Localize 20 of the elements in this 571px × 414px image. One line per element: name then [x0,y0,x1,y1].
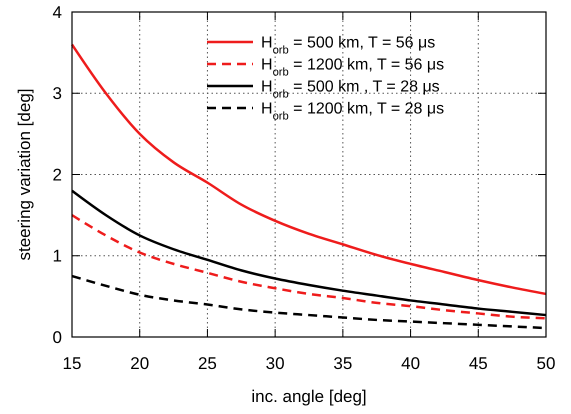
x-tick-label: 35 [333,354,352,373]
y-tick-label: 2 [52,165,62,184]
y-tick-label: 4 [52,2,62,22]
y-axis-title: steering variation [deg] [15,88,34,260]
x-tick-label: 40 [401,354,420,373]
y-tick-label: 0 [52,328,62,347]
legend-label: H$_{orb}$ = 1200 km, T = 56 μs [261,56,444,79]
legend-label: H$_{orb}$ = 500 km, T = 56 μs [261,34,436,57]
x-tick-label: 20 [130,354,150,373]
y-tick-label: 3 [52,84,62,104]
x-tick-label: 25 [198,354,217,373]
x-axis-title: inc. angle [deg] [251,387,367,406]
x-tick-label: 50 [536,354,556,373]
x-tick-label: 15 [62,354,82,373]
x-tick-label: 30 [266,354,285,373]
legend-label: H$_{orb}$ = 500 km , T = 28 μs [261,78,440,101]
x-tick-label: 45 [468,354,488,373]
y-tick-label: 1 [52,246,62,266]
line-series [70,214,548,320]
legend-label: H$_{orb}$ = 1200 km, T = 28 μs [261,100,444,123]
